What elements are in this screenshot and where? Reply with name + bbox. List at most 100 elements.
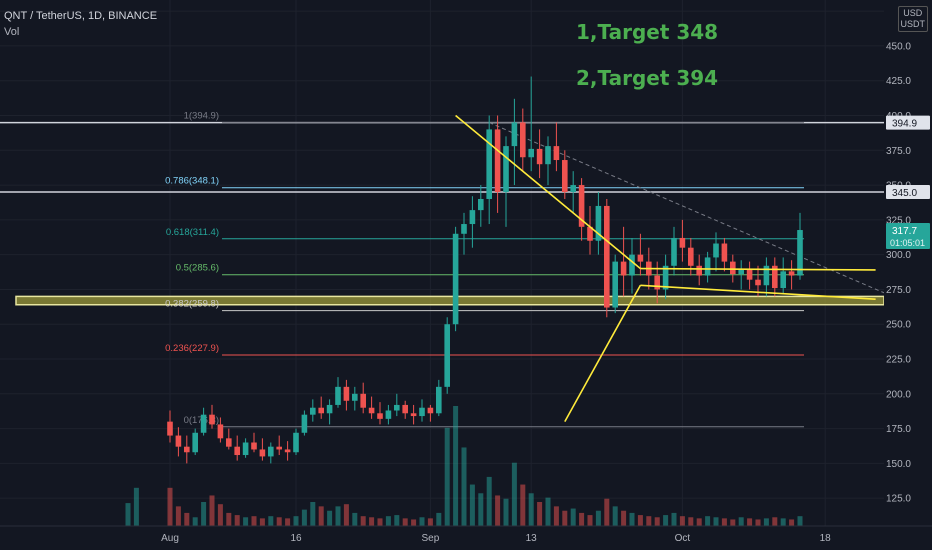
volume-bar — [579, 512, 585, 526]
price-badge — [886, 115, 930, 130]
trendline — [640, 267, 876, 271]
projection-dashed-line — [489, 122, 932, 315]
time-axis[interactable]: Aug16Sep13Oct18Nov15Dec13 — [0, 525, 932, 550]
candle-body — [268, 446, 274, 457]
fib-level-label: 0.618(311.4) — [166, 227, 219, 238]
volume-bar — [327, 510, 333, 526]
candle-body — [461, 224, 467, 234]
price-badge-label: 394.9 — [892, 119, 917, 130]
volume-bar — [419, 517, 425, 526]
candle-body — [436, 386, 442, 414]
candle-body — [318, 407, 324, 414]
target-2-annotation: 2,Target 394 — [576, 66, 719, 90]
volume-bar — [679, 516, 685, 526]
volume-bar — [705, 516, 711, 526]
candle-body — [620, 261, 627, 276]
candle-body — [343, 386, 350, 401]
candle-body — [528, 148, 534, 158]
price-tick-label: 300.0 — [886, 250, 911, 261]
candle-body — [394, 404, 400, 411]
volume-bar — [360, 516, 366, 526]
volume-bar — [343, 504, 349, 526]
candle-body — [637, 254, 644, 262]
volume-bar — [335, 506, 341, 526]
candle-body — [772, 265, 778, 289]
candle-body — [217, 424, 224, 439]
candle-body — [797, 230, 803, 276]
candle-body — [385, 410, 392, 419]
volume-bar — [259, 518, 265, 526]
candle-body — [226, 438, 232, 447]
candle-body — [427, 407, 434, 414]
volume-bar — [427, 518, 433, 526]
time-tick-label: 13 — [526, 533, 538, 544]
candle-body — [503, 146, 509, 193]
volume-bar — [747, 518, 753, 526]
volume-bar — [755, 519, 761, 526]
candle-body — [704, 257, 711, 276]
candle-body — [326, 404, 333, 414]
volume-bar — [696, 518, 702, 526]
volume-bar — [444, 427, 450, 526]
support-zone — [15, 295, 885, 306]
price-badge-label: 345.0 — [892, 188, 917, 199]
chart-grid — [0, 0, 884, 526]
candle-body — [713, 243, 719, 258]
volume-bar — [192, 517, 198, 526]
volume-bar — [310, 502, 316, 526]
fib-level-label: 0.5(285.6) — [176, 263, 219, 274]
volume-bar — [402, 518, 408, 526]
price-badge-countdown: 01:05:01 — [890, 238, 925, 248]
candle-body — [721, 243, 728, 262]
time-tick-label: Aug — [161, 533, 179, 544]
price-tick-label: 225.0 — [886, 355, 911, 366]
symbol-title[interactable]: QNT / TetherUS, 1D, BINANCE — [4, 10, 158, 22]
volume-bar — [604, 498, 610, 526]
fib-level-label: 0.236(227.9) — [165, 343, 219, 354]
time-tick-label: 16 — [290, 533, 302, 544]
candle-body — [780, 271, 786, 289]
price-badge — [886, 185, 930, 200]
volume-bar — [486, 476, 492, 526]
price-axis[interactable]: 125.0 150.0 175.0 200.0 225.0 250.0 275.0 300.0… — [884, 0, 932, 550]
volume-indicator-label[interactable]: Vol — [4, 26, 20, 38]
candle-body — [410, 413, 417, 417]
currency-badge[interactable]: USD USDT — [897, 6, 928, 32]
volume-bar — [436, 512, 442, 526]
volume-bar — [663, 515, 669, 526]
fib-level-label: 1(394.9) — [184, 111, 219, 122]
volume-bar — [184, 512, 190, 526]
volume-bars — [125, 406, 803, 526]
volume-bar — [469, 484, 475, 526]
price-tick-label: 450.0 — [886, 41, 911, 52]
volume-bar — [318, 506, 324, 526]
candle-body — [234, 446, 240, 456]
volume-bar — [209, 495, 215, 526]
volume-bar — [293, 516, 299, 526]
volume-bar — [133, 487, 139, 526]
volume-bar — [612, 506, 618, 526]
candle-body — [629, 254, 635, 276]
volume-bar — [394, 515, 400, 526]
candle-body — [200, 414, 207, 433]
volume-bar — [285, 518, 291, 526]
time-tick-label: 18 — [820, 533, 832, 544]
candle-body — [444, 324, 450, 387]
volume-bar — [125, 503, 131, 526]
trendline — [455, 114, 641, 270]
volume-bar — [511, 462, 517, 526]
candle-body — [679, 237, 686, 248]
fib-level-label: 0.786(348.1) — [165, 176, 219, 187]
volume-bar — [595, 510, 601, 526]
volume-bar — [780, 518, 786, 526]
candle-body — [293, 432, 299, 453]
candle-body — [209, 414, 215, 425]
time-axis-background — [0, 526, 932, 550]
volume-bar — [268, 516, 274, 526]
volume-bar — [175, 506, 181, 526]
target-1-annotation: 1,Target 348 — [576, 20, 719, 44]
candle-body — [360, 393, 366, 408]
currency-label: USDT — [900, 19, 926, 29]
volume-bar — [553, 506, 559, 526]
